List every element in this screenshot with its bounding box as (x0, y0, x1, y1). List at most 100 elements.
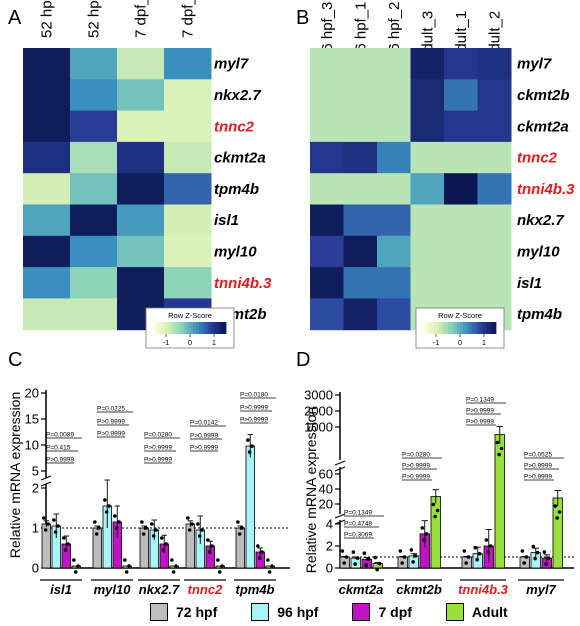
y-tick-label: 2000 (304, 404, 333, 419)
heatmap-cell (410, 235, 445, 268)
color-key-title: Row Z-Score (168, 311, 212, 320)
gene-label: isl1 (517, 275, 542, 292)
p-value-label: P=0.4748 (344, 521, 372, 528)
p-value-label: P=0.0142 (190, 420, 218, 427)
heatmap-cell (164, 110, 212, 143)
replicate-point (186, 516, 190, 520)
color-key-swatch (439, 322, 443, 334)
heatmap-cell (310, 110, 344, 143)
replicate-point (342, 561, 346, 565)
heatmap-cell (343, 173, 378, 205)
y-tick-label: 2 (32, 481, 39, 496)
panel-label-d: D (296, 349, 310, 371)
replicate-point (546, 556, 551, 560)
color-key-swatch (187, 322, 191, 334)
replicate-point (499, 446, 504, 451)
color-key-swatch (433, 322, 437, 334)
p-value-label: P>0.9999 (240, 417, 268, 424)
replicate-point (466, 555, 471, 559)
color-key-swatch (451, 322, 455, 334)
p-value-label: P=0.415 (46, 445, 71, 452)
replicate-point (237, 532, 242, 536)
column-label: 96 hpf_2 (386, 2, 403, 60)
p-value-label: P>0.9999 (402, 463, 430, 470)
color-key-swatch (223, 322, 227, 334)
bar (552, 497, 563, 569)
gene-label: nkx2.7 (214, 87, 261, 104)
heatmap-cell (477, 110, 512, 143)
heatmap-cell (70, 298, 118, 331)
color-key-swatch (163, 322, 167, 334)
heatmap-cell (70, 141, 118, 174)
gene-label: ckmt2a (214, 150, 266, 167)
color-key-swatch (481, 322, 485, 334)
heatmap-cell (377, 204, 411, 237)
heatmap-cell (23, 141, 71, 174)
p-value-label: P=0.3069 (344, 532, 372, 539)
p-value-label: P>0.9999 (402, 474, 430, 481)
column-label: adult_1 (453, 11, 470, 60)
heatmap-cell (343, 267, 378, 299)
heatmap-cell (164, 235, 212, 268)
replicate-point (366, 557, 371, 561)
axis-break-mark (334, 513, 346, 519)
heatmap-cell (343, 298, 378, 331)
replicate-point (373, 555, 378, 560)
p-value-label: P>0.9999 (524, 463, 552, 470)
column-label: 52 hpf_2 (86, 0, 103, 38)
heatmap-cell (343, 204, 378, 237)
replicate-point (141, 532, 146, 536)
p-value-label: P>0.9999 (97, 419, 125, 426)
panel-label-b: B (296, 7, 309, 29)
heatmap-cell (343, 79, 378, 112)
replicate-point (413, 554, 418, 558)
axis-break-mark (40, 481, 52, 487)
heatmap-cell (70, 110, 118, 143)
color-key-swatch (436, 322, 440, 334)
y-tick-label: 3000 (304, 388, 333, 403)
gene-label: tnnc2 (517, 150, 558, 167)
color-key-swatch (478, 322, 482, 334)
replicate-point (555, 516, 559, 520)
gene-label: myl10 (214, 243, 257, 260)
y-axis-label: Relative mRNA expression (303, 407, 319, 574)
heatmap-cell (477, 267, 512, 299)
category-label: nkx2.7 (139, 582, 180, 597)
replicate-point (344, 555, 349, 559)
y-tick-label: 20 (319, 497, 333, 512)
heatmap-cell (164, 173, 212, 205)
heatmap-cell (310, 48, 344, 80)
replicate-point (533, 556, 537, 561)
heatmap-cell (70, 267, 118, 299)
replicate-point (187, 528, 192, 532)
color-key-swatch (484, 322, 488, 334)
replicate-point (66, 542, 70, 546)
color-key-swatch (172, 322, 176, 334)
heatmap-cell (164, 79, 212, 112)
heatmap-cell (377, 173, 411, 205)
color-key-swatch (472, 322, 476, 334)
color-key-title: Row Z-Score (438, 311, 482, 320)
heatmap-cell (343, 141, 378, 174)
heatmap-cell (377, 48, 411, 80)
color-key-swatch (184, 322, 188, 334)
color-key-swatch (178, 322, 182, 334)
replicate-point (522, 561, 526, 565)
y-tick-label: 20 (25, 386, 39, 401)
column-label: 96 hpf_3 (319, 2, 336, 60)
heatmap-cell (70, 204, 118, 237)
category-label: ckmt2a (339, 582, 384, 597)
legend-swatch (150, 603, 168, 621)
replicate-point (256, 544, 260, 548)
replicate-point (398, 549, 403, 553)
replicate-point (433, 514, 437, 519)
heatmap-cell (23, 204, 71, 237)
p-value-label: P>0.9999 (144, 445, 172, 452)
heatmap-cell (117, 141, 165, 174)
heatmap-cell (23, 235, 71, 268)
bar (245, 445, 255, 569)
p-value-label: P>0.9999 (466, 408, 494, 415)
p-value-label: P>0.9999 (97, 431, 125, 438)
heatmap-cell (477, 48, 512, 80)
